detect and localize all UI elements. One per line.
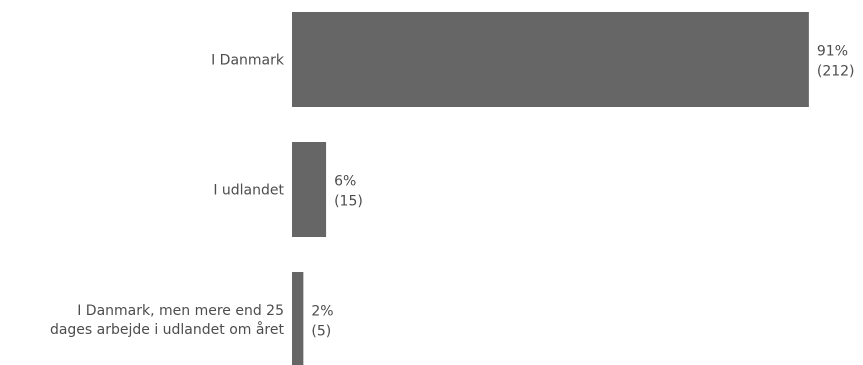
category-label-2: I Danmark, men mere end 25 dages arbejde … [50, 303, 285, 338]
value-label-0: 91% [817, 44, 848, 60]
count-label-2: (5) [311, 324, 331, 340]
value-label-2: 2% [311, 304, 333, 320]
bar-0 [292, 12, 809, 107]
category-label-0: I Danmark [211, 53, 285, 69]
value-label-1: 6% [334, 174, 356, 190]
bar-2 [292, 272, 304, 365]
count-label-0: (212) [817, 64, 855, 80]
count-label-1: (15) [334, 194, 363, 210]
bar-1 [292, 142, 327, 237]
category-label-1: I udlandet [213, 183, 284, 199]
